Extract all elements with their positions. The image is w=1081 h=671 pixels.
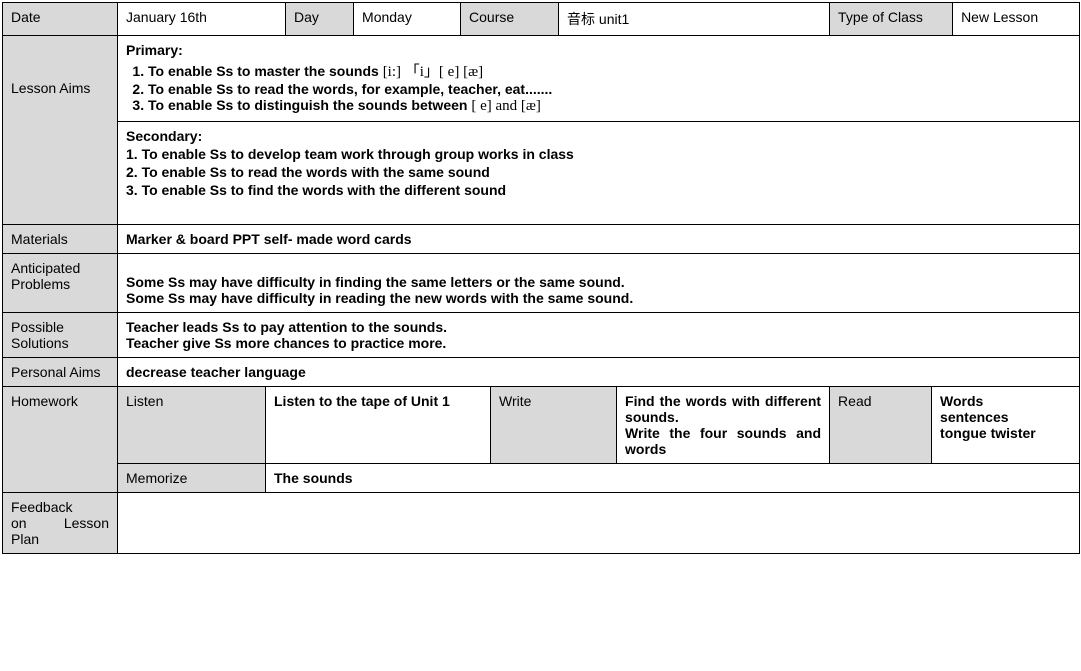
listen-label: Listen: [118, 387, 266, 464]
memorize-label: Memorize: [118, 464, 266, 493]
homework-row-2: Memorize The sounds: [3, 464, 1080, 493]
primary-aim-3: To enable Ss to distinguish the sounds b…: [148, 97, 1071, 115]
day-label: Day: [286, 3, 354, 36]
personal-aims-label: Personal Aims: [3, 358, 118, 387]
feedback-value: [118, 493, 1080, 554]
write-label: Write: [491, 387, 617, 464]
read-line-1: Words: [940, 393, 1071, 409]
course-value: 音标 unit1: [559, 3, 830, 36]
primary-aim-1: To enable Ss to master the sounds [i:] 「…: [148, 60, 1071, 81]
primary-title: Primary:: [126, 42, 1071, 58]
day-value: Monday: [354, 3, 461, 36]
write-line-1: Find the words with different sounds.: [625, 393, 821, 425]
solutions-line-2: Teacher give Ss more chances to practice…: [126, 335, 1071, 351]
type-label: Type of Class: [830, 3, 953, 36]
header-row: Date January 16th Day Monday Course 音标 u…: [3, 3, 1080, 36]
solutions-row: Possible Solutions Teacher leads Ss to p…: [3, 313, 1080, 358]
read-label: Read: [830, 387, 932, 464]
date-label: Date: [3, 3, 118, 36]
course-label: Course: [461, 3, 559, 36]
materials-row: Materials Marker & board PPT self- made …: [3, 225, 1080, 254]
problems-value: Some Ss may have difficulty in finding t…: [118, 254, 1080, 313]
materials-value: Marker & board PPT self- made word cards: [118, 225, 1080, 254]
aims-secondary: Secondary: 1. To enable Ss to develop te…: [118, 122, 1080, 225]
write-value: Find the words with different sounds. Wr…: [617, 387, 830, 464]
primary-aim-2: To enable Ss to read the words, for exam…: [148, 81, 1071, 97]
homework-row-1: Homework Listen Listen to the tape of Un…: [3, 387, 1080, 464]
type-value: New Lesson: [953, 3, 1080, 36]
secondary-aim-3: 3. To enable Ss to find the words with t…: [126, 182, 1071, 198]
secondary-aim-2: 2. To enable Ss to read the words with t…: [126, 164, 1071, 180]
problems-row: Anticipated Problems Some Ss may have di…: [3, 254, 1080, 313]
personal-aims-value: decrease teacher language: [118, 358, 1080, 387]
lesson-plan-table: Date January 16th Day Monday Course 音标 u…: [2, 2, 1080, 554]
listen-value: Listen to the tape of Unit 1: [266, 387, 491, 464]
aims-primary-row: Lesson Aims Primary: To enable Ss to mas…: [3, 36, 1080, 122]
read-line-2: sentences: [940, 409, 1071, 425]
feedback-label: Feedbackon LessonPlan: [3, 493, 118, 554]
aims-secondary-row: Secondary: 1. To enable Ss to develop te…: [3, 122, 1080, 225]
homework-label: Homework: [3, 387, 118, 493]
secondary-title: Secondary:: [126, 128, 1071, 144]
personal-aims-row: Personal Aims decrease teacher language: [3, 358, 1080, 387]
materials-label: Materials: [3, 225, 118, 254]
read-value: Words sentences tongue twister: [932, 387, 1080, 464]
solutions-value: Teacher leads Ss to pay attention to the…: [118, 313, 1080, 358]
memorize-value: The sounds: [266, 464, 1080, 493]
problems-label: Anticipated Problems: [3, 254, 118, 313]
feedback-row: Feedbackon LessonPlan: [3, 493, 1080, 554]
aims-primary: Primary: To enable Ss to master the soun…: [118, 36, 1080, 122]
solutions-label: Possible Solutions: [3, 313, 118, 358]
write-line-2: Write the four sounds and words: [625, 425, 821, 457]
problems-line-1: Some Ss may have difficulty in finding t…: [126, 274, 1071, 290]
read-line-3: tongue twister: [940, 425, 1071, 441]
date-value: January 16th: [118, 3, 286, 36]
solutions-line-1: Teacher leads Ss to pay attention to the…: [126, 319, 1071, 335]
secondary-aim-1: 1. To enable Ss to develop team work thr…: [126, 146, 1071, 162]
aims-label: Lesson Aims: [3, 36, 118, 225]
problems-line-2: Some Ss may have difficulty in reading t…: [126, 290, 1071, 306]
